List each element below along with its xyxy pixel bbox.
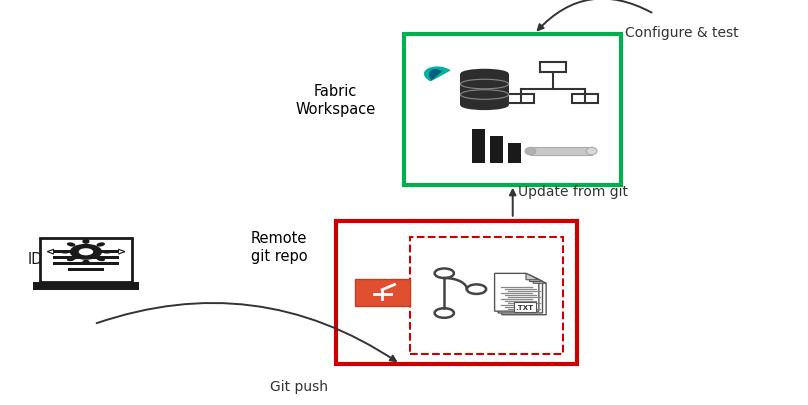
Bar — [53, 250, 120, 253]
Ellipse shape — [96, 257, 105, 262]
Polygon shape — [529, 275, 542, 282]
Text: Fabric
Workspace: Fabric Workspace — [296, 84, 376, 116]
Bar — [540, 63, 566, 72]
PathPatch shape — [429, 70, 442, 81]
Ellipse shape — [82, 239, 90, 244]
Ellipse shape — [461, 101, 509, 111]
Bar — [53, 262, 120, 265]
Ellipse shape — [102, 250, 112, 254]
Bar — [410, 237, 563, 354]
Circle shape — [78, 249, 93, 256]
Text: Configure & test: Configure & test — [625, 26, 739, 40]
Text: Git push: Git push — [271, 379, 328, 393]
Bar — [404, 35, 621, 185]
Bar — [68, 268, 104, 271]
Polygon shape — [355, 279, 410, 306]
Text: Remote
git repo: Remote git repo — [250, 231, 308, 263]
Ellipse shape — [96, 243, 105, 247]
Ellipse shape — [67, 257, 75, 262]
Text: .TXT: .TXT — [516, 305, 534, 310]
Polygon shape — [533, 277, 546, 284]
Ellipse shape — [82, 260, 90, 265]
Text: >: > — [116, 247, 126, 257]
Bar — [508, 144, 521, 164]
Bar — [490, 136, 503, 164]
Polygon shape — [494, 274, 539, 311]
Bar — [530, 148, 591, 156]
Text: IDE: IDE — [27, 252, 52, 266]
Text: Update from git: Update from git — [518, 184, 628, 198]
Bar — [33, 282, 139, 290]
PathPatch shape — [424, 67, 451, 82]
Polygon shape — [526, 274, 539, 280]
Ellipse shape — [587, 148, 597, 156]
Bar — [40, 238, 133, 282]
Text: <: < — [46, 247, 56, 257]
Polygon shape — [502, 277, 546, 315]
Bar — [53, 256, 120, 259]
Circle shape — [69, 244, 102, 260]
Bar — [473, 130, 486, 164]
Bar — [461, 75, 509, 106]
Polygon shape — [499, 275, 542, 313]
Ellipse shape — [525, 148, 536, 156]
Bar — [335, 221, 577, 364]
Bar — [572, 95, 598, 104]
Ellipse shape — [461, 70, 509, 79]
Bar — [508, 95, 533, 104]
Ellipse shape — [60, 250, 69, 254]
Ellipse shape — [67, 243, 75, 247]
